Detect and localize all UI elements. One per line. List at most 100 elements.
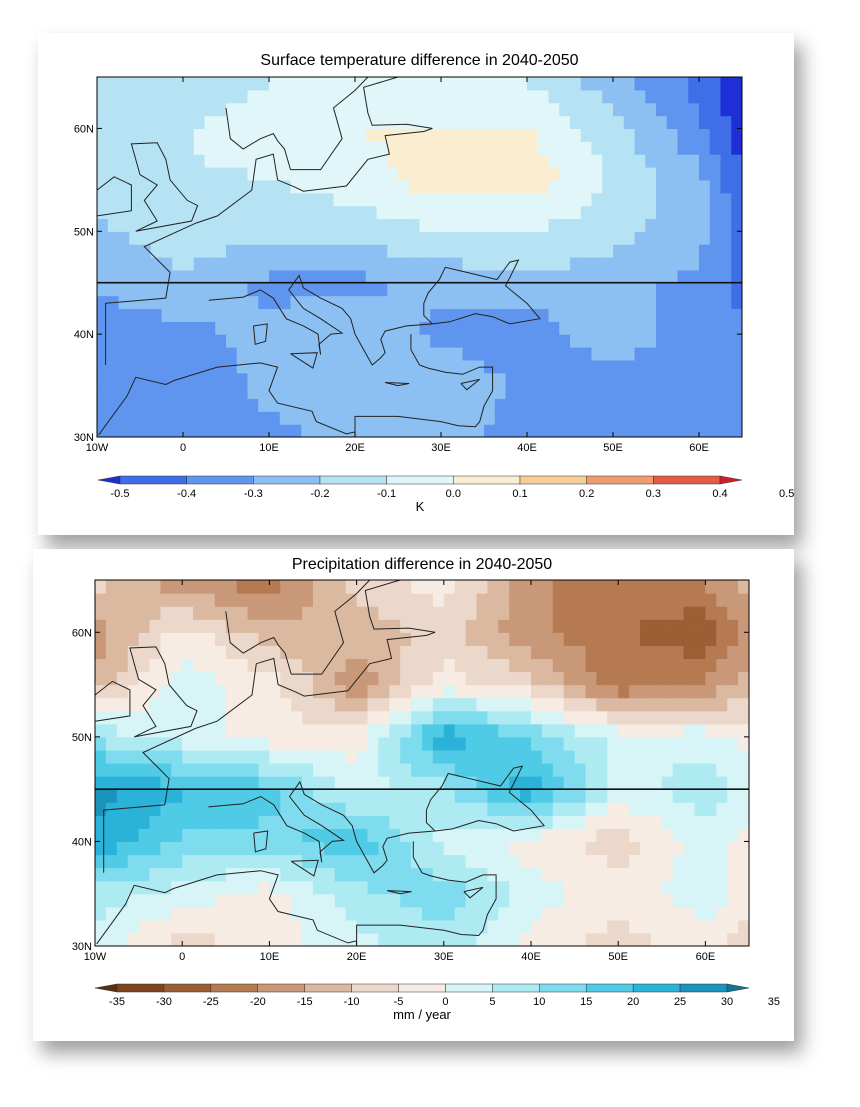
field-cell — [613, 372, 625, 387]
field-cell — [454, 763, 467, 777]
field-cell — [570, 372, 582, 387]
field-cell — [95, 593, 107, 607]
field-cell — [226, 385, 238, 400]
field-cell — [400, 645, 412, 660]
field-cell — [661, 619, 674, 633]
field-cell — [269, 906, 281, 921]
field-cell — [161, 89, 173, 104]
field-cell — [279, 269, 292, 284]
field-cell — [258, 205, 270, 220]
field-cell — [301, 89, 313, 104]
field-cell — [574, 710, 587, 725]
x-tick-label: 0 — [179, 951, 185, 963]
field-cell — [214, 841, 227, 856]
coastline — [97, 176, 132, 217]
field-cell — [301, 167, 313, 181]
field-cell — [527, 231, 539, 245]
field-cell — [204, 841, 216, 856]
field-cell — [365, 244, 378, 258]
field-cell — [552, 593, 565, 607]
field-cell — [97, 167, 109, 181]
field-cell — [607, 932, 619, 946]
field-cell — [400, 815, 412, 829]
field-cell — [548, 154, 560, 168]
field-cell — [430, 231, 442, 245]
field-cell — [204, 593, 216, 607]
field-cell — [214, 723, 227, 738]
field-cell — [247, 763, 260, 777]
colorbar-label: 25 — [674, 996, 686, 1008]
field-cell — [161, 128, 173, 142]
field-cell — [150, 321, 163, 335]
field-cell — [484, 102, 496, 117]
field-cell — [683, 684, 696, 699]
field-cell — [727, 749, 739, 764]
field-cell — [193, 347, 206, 361]
y-tick-label: 40N — [74, 329, 94, 341]
field-cell — [694, 671, 706, 686]
field-cell — [204, 906, 216, 921]
field-cell — [607, 671, 619, 686]
field-cell — [591, 218, 603, 232]
field-cell — [204, 867, 216, 882]
field-cell — [387, 115, 399, 130]
field-cell — [269, 218, 281, 232]
field-cell — [129, 244, 141, 258]
field-cell — [422, 802, 434, 816]
field-cell — [580, 167, 593, 181]
field-cell — [150, 398, 163, 412]
field-cell — [720, 295, 732, 310]
field-cell — [494, 167, 507, 181]
field-cell — [127, 906, 140, 921]
field-cell — [333, 154, 345, 168]
field-cell — [716, 658, 728, 673]
field-cell — [591, 115, 603, 130]
field-cell — [591, 128, 603, 142]
field-cell — [171, 776, 183, 790]
field-cell — [400, 919, 412, 934]
field-cell — [709, 244, 722, 258]
field-cell — [127, 749, 140, 764]
field-cell — [487, 802, 499, 816]
field-cell — [236, 684, 249, 699]
field-cell — [387, 347, 399, 361]
field-cell — [172, 257, 184, 271]
field-cell — [107, 141, 120, 155]
field-cell — [570, 257, 582, 271]
field-cell — [552, 776, 565, 790]
field-cell — [484, 115, 496, 130]
field-cell — [215, 89, 227, 104]
field-cell — [570, 102, 582, 117]
field-cell — [236, 632, 249, 646]
field-cell — [171, 749, 183, 764]
x-tick-label: 30E — [431, 442, 451, 454]
field-cell — [498, 619, 510, 633]
field-cell — [140, 218, 152, 232]
field-cell — [645, 282, 657, 297]
field-cell — [694, 710, 706, 725]
field-cell — [666, 424, 679, 437]
field-cell — [661, 658, 674, 673]
field-cell — [505, 359, 517, 374]
field-cell — [172, 115, 184, 130]
field-cell — [150, 295, 163, 310]
field-cell — [694, 932, 706, 946]
field-cell — [290, 244, 302, 258]
field-cell — [585, 932, 597, 946]
field-cell — [580, 244, 593, 258]
field-cell — [193, 789, 205, 803]
field-cell — [365, 398, 378, 412]
field-cell — [623, 424, 636, 437]
field-cell — [559, 347, 571, 361]
field-cell — [322, 89, 335, 104]
x-tick-label: 20E — [347, 951, 367, 963]
field-cell — [247, 841, 260, 856]
field-cell — [580, 192, 593, 207]
field-cell — [334, 867, 347, 882]
field-cell — [97, 424, 109, 437]
field-cell — [716, 671, 728, 686]
field-cell — [116, 828, 129, 843]
field-cell — [193, 815, 205, 829]
field-cell — [709, 385, 722, 400]
field-cell — [738, 697, 749, 712]
